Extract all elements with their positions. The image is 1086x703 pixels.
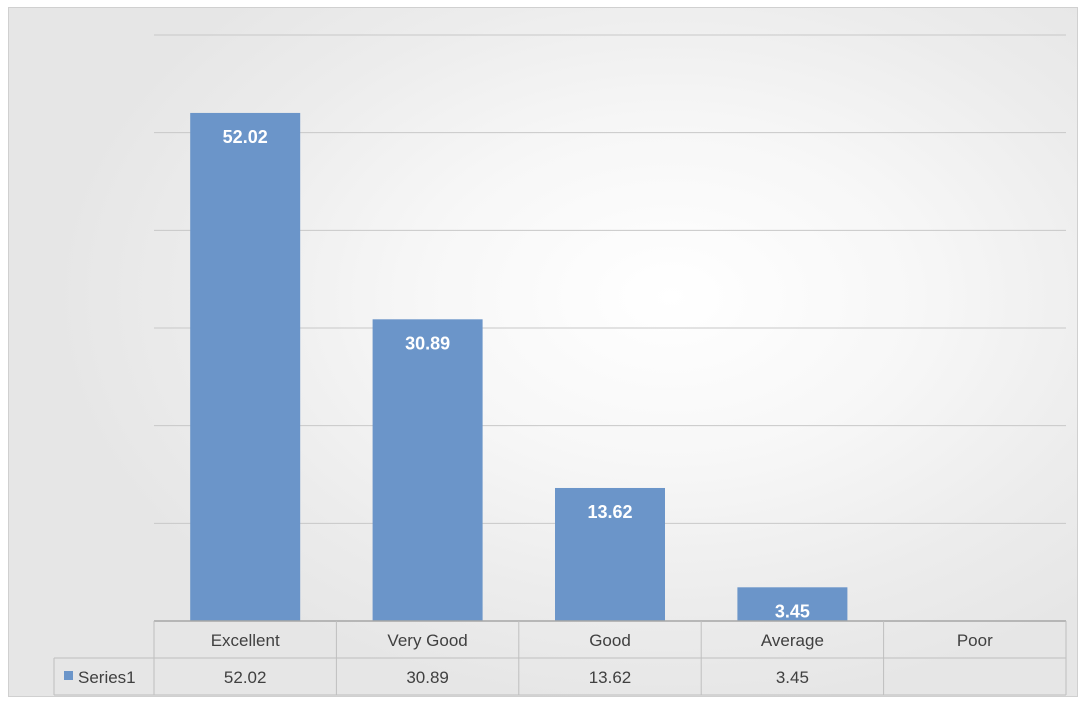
table-value: 30.89 <box>406 668 449 687</box>
category-label: Good <box>589 631 631 650</box>
series-name: Series1 <box>78 668 136 687</box>
bar <box>555 487 665 621</box>
bar-value-label: 3.45 <box>775 601 810 621</box>
data-table: Excellent Very Good Good Average Poor Series1… <box>53 620 1067 696</box>
category-label: Excellent <box>211 631 280 650</box>
bar-value-label: 30.89 <box>405 333 450 353</box>
chart-area <box>8 7 1078 697</box>
gridlines <box>154 34 1066 524</box>
bars: 52.02 30.89 13.62 3.45 <box>190 112 848 622</box>
bar <box>372 319 483 621</box>
table-value: 52.02 <box>224 668 267 687</box>
bar-value-label: 13.62 <box>587 502 632 522</box>
bar <box>737 587 848 621</box>
bar-value-label: 52.02 <box>223 127 268 147</box>
category-label: Very Good <box>387 631 467 650</box>
table-value: 3.45 <box>776 668 809 687</box>
table-value: 13.62 <box>589 668 632 687</box>
bar <box>190 112 301 622</box>
category-label: Poor <box>957 631 993 650</box>
category-label: Average <box>761 631 824 650</box>
legend-key <box>64 671 73 680</box>
